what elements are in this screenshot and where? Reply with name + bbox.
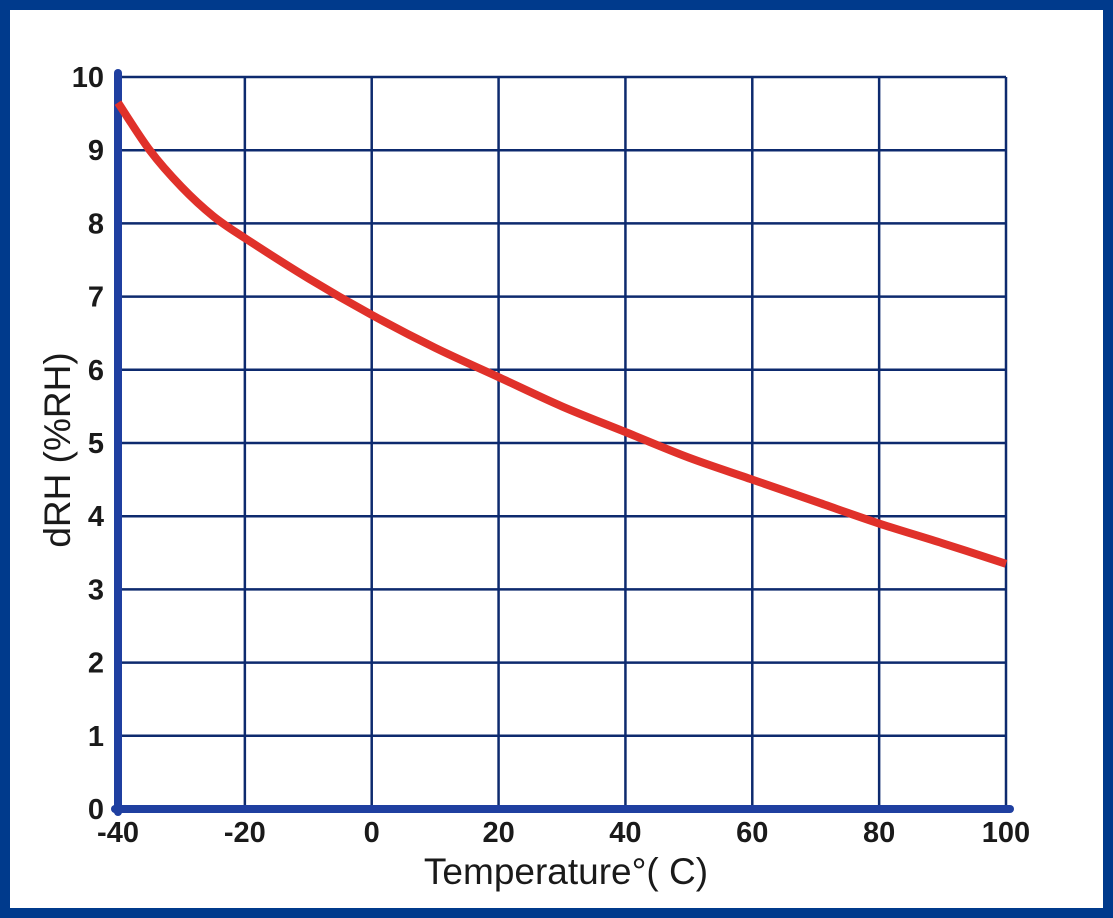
y-tick-label: 2	[88, 648, 104, 680]
x-tick-label: 0	[364, 817, 380, 849]
y-tick-label: 9	[88, 135, 104, 167]
y-tick-label: 1	[88, 721, 104, 753]
axes	[111, 69, 1014, 816]
y-tick-label: 10	[72, 62, 104, 94]
y-tick-label: 7	[88, 282, 104, 314]
y-tick-label: 6	[88, 355, 104, 387]
series-line	[114, 100, 1008, 568]
y-tick-label: 4	[88, 501, 104, 533]
y-tick-label: 0	[88, 794, 104, 826]
x-tick-label: 80	[863, 817, 895, 849]
series-layer	[114, 100, 1008, 568]
x-tick-label: 40	[609, 817, 641, 849]
y-axis-title: dRH (%RH)	[37, 352, 78, 547]
y-tick-label: 3	[88, 574, 104, 606]
y-tick-label: 5	[88, 428, 104, 460]
x-tick-label: -20	[224, 817, 266, 849]
x-tick-label: 100	[982, 817, 1030, 849]
tick-labels: -40 -20 0 20 40 60 80 100 0 1 2 3 4 5 6 7 8 9 10	[72, 62, 1030, 849]
y-tick-label: 8	[88, 208, 104, 240]
x-axis-title: Temperature°( C)	[424, 851, 708, 892]
grid	[118, 75, 1008, 809]
x-tick-label: 20	[482, 817, 514, 849]
x-tick-label: 60	[736, 817, 768, 849]
x-tick-label: -40	[97, 817, 139, 849]
